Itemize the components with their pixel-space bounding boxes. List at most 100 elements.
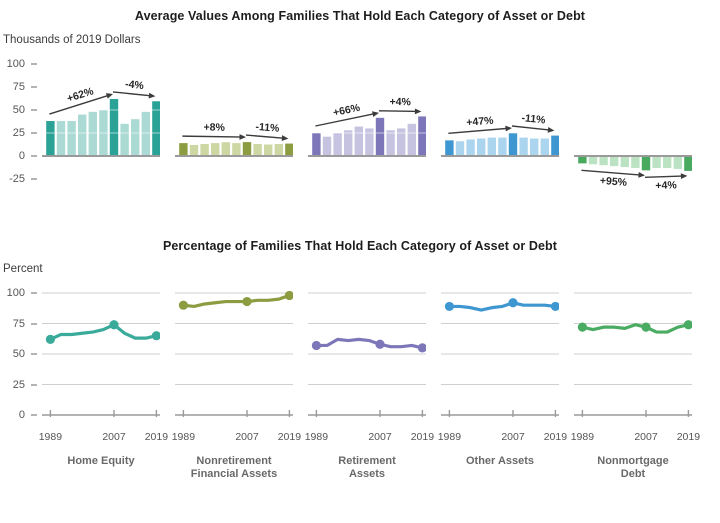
- x-axis-labels: 1989 2007 2019: [305, 431, 434, 446]
- bar-1998: [78, 114, 87, 156]
- x-tick-label-2007: 2007: [235, 431, 259, 443]
- top-y-tick-mark: [31, 63, 37, 65]
- data-marker-2007: [242, 296, 252, 307]
- x-axis-labels: 1989 2007 2019: [570, 431, 700, 446]
- bar-1992: [189, 144, 199, 156]
- category-label-nonmortgage-debt: Nonmortgage Debt: [597, 455, 669, 480]
- annotation-arrow-line: [581, 169, 644, 176]
- annotation-arrow-line: [511, 125, 553, 132]
- line-chart-svg-nonretirement-financial-assets: [175, 290, 294, 417]
- annotation-label: +62%: [66, 85, 96, 105]
- bottom-y-tick-100: 100: [0, 286, 40, 300]
- annotation-arrowhead: [680, 173, 688, 180]
- bar-chart-svg-nonmortgage-debt: +95% +4%: [574, 109, 693, 192]
- data-marker-1989: [577, 322, 587, 332]
- data-marker-1989: [45, 334, 55, 344]
- data-marker-2019: [284, 290, 294, 301]
- bar-1995: [67, 121, 76, 156]
- annotation-arrowhead: [148, 92, 156, 99]
- annotation-label: -4%: [125, 78, 145, 92]
- annotation-arrowhead: [505, 125, 512, 132]
- x-tick-label-2007: 2007: [102, 431, 126, 443]
- asset-debt-chart-figure: Average Values Among Families That Hold …: [0, 0, 720, 481]
- x-axis-labels: 1989 2007 2019: [172, 431, 301, 446]
- annotation-arrowhead: [281, 135, 289, 141]
- bar-1992: [588, 156, 598, 165]
- data-marker-1989: [311, 340, 321, 351]
- data-line: [48, 323, 159, 341]
- annotation-label: +8%: [203, 121, 225, 133]
- bottom-y-axis: 100 75 50 25 0: [0, 285, 40, 425]
- annotation-arrowhead: [239, 134, 246, 140]
- data-marker-2007: [508, 298, 518, 308]
- x-tick-label-1989: 1989: [38, 431, 63, 443]
- average-values-section: Average Values Among Families That Hold …: [0, 0, 720, 213]
- annotation-arrowhead: [638, 171, 645, 178]
- bar-2007: [375, 117, 385, 156]
- bar-1998: [477, 138, 486, 156]
- data-marker-2019: [151, 331, 161, 341]
- x-tick-label-2007: 2007: [368, 431, 392, 443]
- bottom-y-tick-mark: [31, 383, 37, 386]
- bar-1992: [56, 121, 66, 156]
- bar-1989: [445, 140, 454, 156]
- line-chart-svg-home-equity: [42, 292, 161, 417]
- data-marker-2007: [375, 339, 385, 349]
- data-line: [580, 323, 691, 334]
- annotation-arrow-line: [112, 91, 154, 97]
- top-y-tick-mark: [31, 86, 37, 88]
- bottom-y-tick-label: 75: [12, 317, 25, 330]
- bottom-y-tick-label: 100: [6, 287, 25, 299]
- bar-chart-row: 100 75 50 25 0 -25 +62% -4% +8% -11% +66% +4% +47% -…: [0, 56, 720, 213]
- annotation-arrowhead: [372, 111, 379, 117]
- bar-2001: [88, 111, 97, 156]
- bar-2016: [407, 123, 416, 156]
- bar-1995: [599, 156, 608, 166]
- line-chart-svg-other-assets: [441, 292, 560, 417]
- bar-2019: [285, 143, 294, 156]
- bar-2004: [232, 143, 241, 156]
- top-chart-title: Average Values Among Families That Hold …: [134, 9, 586, 23]
- line-chart-other-assets: 1989 2007 2019 Other Assets: [438, 285, 567, 481]
- top-y-tick-label: 100: [6, 58, 25, 70]
- annotation-arrow-line: [49, 93, 112, 115]
- line-chart-row: 100 75 50 25 0 1989 2007 2019 Home Equity 1989 20…: [0, 285, 720, 481]
- bottom-chart-title: Percentage of Families That Hold Each Ca…: [162, 239, 558, 253]
- bar-1995: [333, 133, 342, 156]
- bar-1992: [455, 141, 465, 156]
- bottom-y-tick-25: 25: [0, 378, 40, 392]
- bottom-y-tick-mark: [31, 414, 37, 416]
- bar-1989: [578, 156, 587, 164]
- annotation-label: +4%: [655, 179, 677, 192]
- annotation-label: +4%: [390, 96, 412, 108]
- annotation-label: -11%: [255, 121, 280, 135]
- top-axis-unit-label: Thousands of 2019 Dollars: [3, 34, 141, 46]
- top-y-tick-25: 25: [0, 126, 40, 140]
- bar-1989: [179, 143, 188, 156]
- bar-2010: [519, 137, 528, 156]
- x-tick-label-2019: 2019: [676, 431, 701, 443]
- bottom-y-tick-mark: [31, 353, 37, 355]
- top-y-tick-label: 75: [12, 81, 25, 93]
- top-y-axis: 100 75 50 25 0 -25: [0, 56, 40, 208]
- bar-2013: [397, 128, 406, 156]
- top-y-tick--25: -25: [0, 172, 40, 186]
- bar-1998: [610, 156, 619, 167]
- bar-1995: [466, 139, 475, 156]
- category-label-home-equity: Home Equity: [67, 455, 135, 467]
- data-marker-1989: [178, 300, 188, 310]
- bar-2013: [530, 138, 539, 156]
- bar-2010: [386, 130, 395, 156]
- bar-2019: [684, 156, 693, 171]
- annotation-arrowhead: [105, 93, 113, 99]
- bar-chart-svg-other-assets: +47% -11%: [441, 109, 560, 157]
- annotation-label: -11%: [521, 112, 547, 127]
- bar-2010: [253, 144, 262, 156]
- x-tick-label-1989: 1989: [570, 431, 595, 443]
- bar-2004: [99, 110, 108, 156]
- bar-charts-container: +62% -4% +8% -11% +66% +4% +47% -11% +95% +4%: [42, 56, 693, 213]
- x-tick-label-2019: 2019: [543, 431, 568, 443]
- bar-2013: [663, 156, 672, 168]
- annotation-arrowhead: [414, 108, 422, 115]
- category-label-other-assets: Other Assets: [465, 455, 535, 467]
